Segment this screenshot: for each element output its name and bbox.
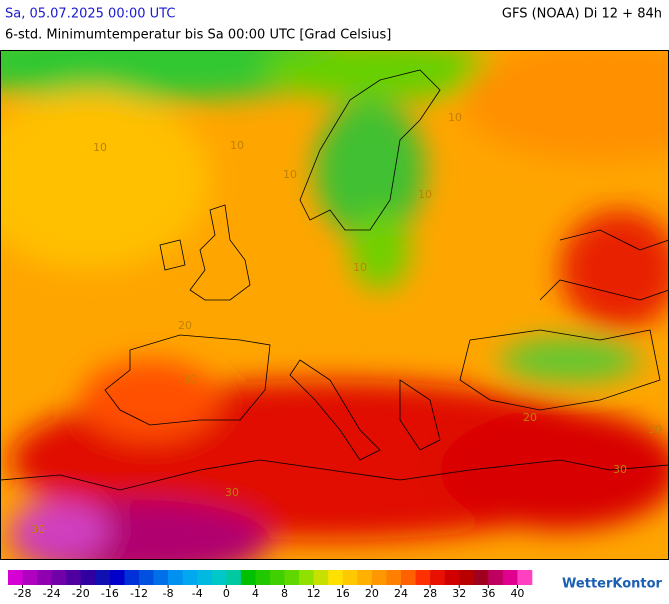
legend-tick-label: 32 <box>452 587 466 600</box>
legend-swatch <box>139 570 154 585</box>
legend-swatch <box>328 570 344 585</box>
legend-tick-label: 0 <box>223 587 230 600</box>
legend-swatch <box>444 570 460 585</box>
legend: -28 -24 -20 -16 -12 -8 -4 0 4 8 12 16 20 24 28 32 36 40 <box>8 570 533 600</box>
contour-label: 30 <box>225 486 239 499</box>
contour-label: 10 <box>353 261 367 274</box>
legend-swatch <box>211 570 227 585</box>
subtitle: 6-std. Minimumtemperatur bis Sa 00:00 UT… <box>5 28 391 43</box>
contour-labels: 10 10 10 10 10 10 20 20 30 30 30 30 30 <box>31 111 662 536</box>
legend-tick-label: 36 <box>481 587 495 600</box>
legend-swatch <box>168 570 183 585</box>
contour-label: 30 <box>648 423 662 436</box>
contour-label: 20 <box>178 319 192 332</box>
legend-swatch <box>342 570 358 585</box>
legend-tick-label: -20 <box>72 587 90 600</box>
contour-label: 10 <box>93 141 107 154</box>
contour-label: 10 <box>283 168 297 181</box>
legend-swatch <box>371 570 387 585</box>
temperature-field <box>1 51 668 559</box>
legend-swatch <box>270 570 285 585</box>
legend-swatch <box>22 570 38 585</box>
legend-tick-label: 12 <box>307 587 321 600</box>
legend-swatch <box>488 570 504 585</box>
contour-label: 30 <box>613 463 627 476</box>
legend-swatch <box>197 570 213 585</box>
contour-label: 10 <box>418 188 432 201</box>
legend-swatch <box>415 570 431 585</box>
contour-label: 30 <box>183 373 197 386</box>
legend-swatch <box>51 570 67 585</box>
coastlines <box>1 69 668 491</box>
legend-swatch <box>226 570 242 585</box>
legend-swatch <box>430 570 445 585</box>
legend-tick-label: -24 <box>43 587 61 600</box>
brand: WetterKontor <box>562 577 663 592</box>
legend-swatch <box>401 570 416 585</box>
legend-swatch <box>517 570 533 585</box>
legend-swatch <box>182 570 198 585</box>
legend-swatch <box>459 570 475 585</box>
legend-tick-label: -28 <box>14 587 32 600</box>
contour-label: 10 <box>230 139 244 152</box>
legend-tick-label: -12 <box>130 587 148 600</box>
legend-tick-label: 20 <box>365 587 379 600</box>
legend-tick-label: 28 <box>423 587 437 600</box>
legend-swatch <box>473 570 489 585</box>
legend-swatch <box>80 570 96 585</box>
contour-label: 20 <box>523 411 537 424</box>
legend-swatch <box>284 570 300 585</box>
legend-swatch <box>386 570 402 585</box>
contour-label: 30 <box>31 523 45 536</box>
legend-tick-label: -8 <box>163 587 174 600</box>
legend-tick-label: 40 <box>510 587 524 600</box>
legend-swatch <box>109 570 125 585</box>
model: GFS (NOAA) Di 12 + 84h <box>502 7 662 22</box>
legend-swatch <box>66 570 82 585</box>
legend-swatch <box>502 570 518 585</box>
legend-tick-label: 24 <box>394 587 408 600</box>
legend-tick-label: -16 <box>101 587 119 600</box>
legend-swatch <box>313 570 329 585</box>
contour-label: 10 <box>448 111 462 124</box>
legend-tick-label: 8 <box>281 587 288 600</box>
legend-tick-label: -4 <box>192 587 203 600</box>
legend-swatch <box>37 570 52 585</box>
legend-swatch <box>124 570 140 585</box>
legend-swatch <box>240 570 256 585</box>
legend-swatch <box>95 570 111 585</box>
legend-tick-label: 16 <box>336 587 350 600</box>
legend-swatch <box>299 570 314 585</box>
legend-swatch <box>153 570 169 585</box>
legend-swatch <box>8 570 23 585</box>
legend-swatch <box>255 570 271 585</box>
date: Sa, 05.07.2025 00:00 UTC <box>5 7 175 22</box>
legend-swatch <box>357 570 373 585</box>
map: 10 10 10 10 10 10 20 20 30 30 30 30 30 <box>1 51 668 559</box>
legend-tick-label: 4 <box>252 587 259 600</box>
